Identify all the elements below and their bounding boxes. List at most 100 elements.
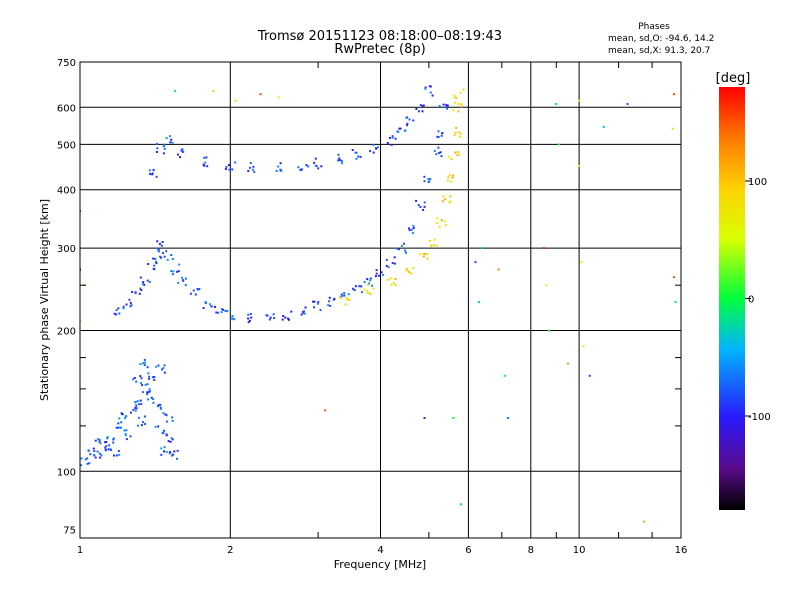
echo-point xyxy=(328,296,331,299)
echo-point xyxy=(372,143,375,146)
echo-point xyxy=(247,321,250,324)
echo-point xyxy=(457,103,460,106)
echo-point xyxy=(160,447,163,450)
echo-point xyxy=(460,105,463,108)
colorbar-label: [deg] xyxy=(716,71,751,86)
echo-point xyxy=(169,451,172,453)
colorbar-gradient xyxy=(719,87,745,510)
echo-point xyxy=(557,143,560,146)
echo-point xyxy=(394,284,397,287)
echo-point xyxy=(445,103,448,106)
echo-point xyxy=(440,155,443,158)
echo-point xyxy=(98,452,101,455)
echo-point xyxy=(403,242,405,245)
echo-point xyxy=(351,149,354,151)
echo-point xyxy=(439,151,442,154)
echo-point xyxy=(169,141,172,144)
echo-point xyxy=(148,388,151,391)
echo-point xyxy=(423,201,426,204)
echo-point xyxy=(165,137,168,140)
echo-point xyxy=(139,399,142,402)
echo-point xyxy=(152,401,155,404)
echo-point xyxy=(399,127,402,130)
echo-point xyxy=(121,412,123,415)
echo-point xyxy=(455,97,458,100)
echo-point xyxy=(149,172,151,175)
echo-point xyxy=(163,143,166,146)
echo-point xyxy=(355,157,358,160)
echo-point xyxy=(397,131,400,133)
echo-point xyxy=(180,149,183,152)
echo-point xyxy=(432,244,435,247)
echo-point xyxy=(137,424,140,427)
echo-point xyxy=(454,151,457,154)
echo-point xyxy=(113,454,115,457)
echo-point xyxy=(451,176,454,179)
echo-point xyxy=(346,298,349,301)
echo-point xyxy=(151,376,154,379)
echo-point xyxy=(163,371,166,374)
echo-point xyxy=(209,303,212,306)
echo-point xyxy=(142,283,145,286)
echo-point xyxy=(155,151,158,153)
echo-point xyxy=(429,245,432,248)
echo-point xyxy=(123,429,126,432)
echo-point xyxy=(134,400,137,403)
echo-point xyxy=(426,253,429,256)
echo-point xyxy=(290,310,293,313)
echo-point xyxy=(157,250,160,253)
echo-point xyxy=(393,281,395,284)
echo-point xyxy=(142,362,145,365)
echo-point xyxy=(341,162,344,165)
echo-point xyxy=(157,249,160,252)
echo-point xyxy=(456,154,459,157)
echo-point xyxy=(355,151,358,154)
echo-point xyxy=(176,270,179,273)
echo-point xyxy=(377,146,379,149)
echo-point xyxy=(215,311,218,314)
echo-point xyxy=(438,105,441,107)
echo-point xyxy=(120,421,123,424)
echo-point xyxy=(216,311,219,314)
echo-point xyxy=(146,279,149,282)
echo-point xyxy=(182,150,185,153)
echo-point xyxy=(171,141,174,144)
echo-point xyxy=(224,168,227,170)
echo-point xyxy=(137,403,140,406)
echo-point xyxy=(116,426,119,429)
echo-point xyxy=(453,94,456,97)
echo-point xyxy=(441,200,444,203)
echo-point xyxy=(117,307,120,310)
echo-point xyxy=(210,305,213,308)
stats-x-line: mean, sd,X: 91.3, 20.7 xyxy=(608,46,710,56)
echo-point xyxy=(386,142,389,144)
echo-point xyxy=(452,109,455,112)
echo-point xyxy=(172,270,175,273)
echo-point xyxy=(157,248,160,251)
echo-point xyxy=(234,99,237,102)
echo-point xyxy=(287,317,289,320)
echo-point xyxy=(555,103,558,105)
echo-point xyxy=(387,266,390,269)
echo-point xyxy=(436,135,439,138)
echo-point xyxy=(141,391,144,394)
echo-point xyxy=(87,449,90,452)
echo-point xyxy=(139,276,142,279)
echo-point xyxy=(129,435,132,438)
echo-point xyxy=(80,457,83,460)
y-tick-label: 600 xyxy=(57,103,76,114)
echo-point xyxy=(442,195,445,198)
echo-point xyxy=(380,271,383,274)
echo-point xyxy=(266,314,269,317)
echo-point xyxy=(602,125,605,128)
echo-point xyxy=(273,317,276,319)
echo-point xyxy=(411,228,413,231)
y-axis-label: Stationary phase Virtual Height [km] xyxy=(38,199,51,401)
echo-point xyxy=(403,129,406,132)
echo-point xyxy=(174,90,176,93)
echo-point xyxy=(458,136,461,138)
echo-point xyxy=(400,244,403,247)
echo-point xyxy=(146,391,149,394)
echo-point xyxy=(142,421,144,424)
echo-point xyxy=(152,257,155,260)
